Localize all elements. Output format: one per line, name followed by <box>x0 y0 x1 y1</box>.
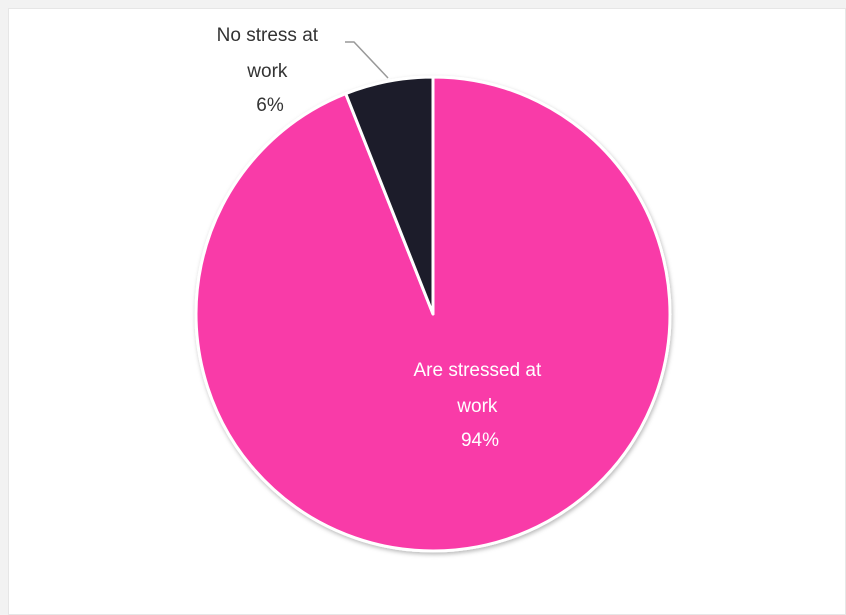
slice-percent-label: 6% <box>256 95 284 116</box>
slice-label-line1: Are stressed at <box>413 360 541 381</box>
slice-label-line2: work <box>246 61 288 82</box>
connector-line <box>345 41 389 79</box>
slice-label-line2: work <box>456 396 498 417</box>
slice-label-line1: No stress at <box>217 25 319 46</box>
slice-are-stressed[interactable] <box>194 75 672 553</box>
slice-label-no-stress: No stress at work 6% <box>217 25 324 116</box>
slice-label-stressed: Are stressed at work 94% <box>413 360 546 451</box>
slice-percent-label: 94% <box>461 430 499 451</box>
pie-slices <box>194 75 672 553</box>
slice-no-stress[interactable] <box>344 75 435 316</box>
